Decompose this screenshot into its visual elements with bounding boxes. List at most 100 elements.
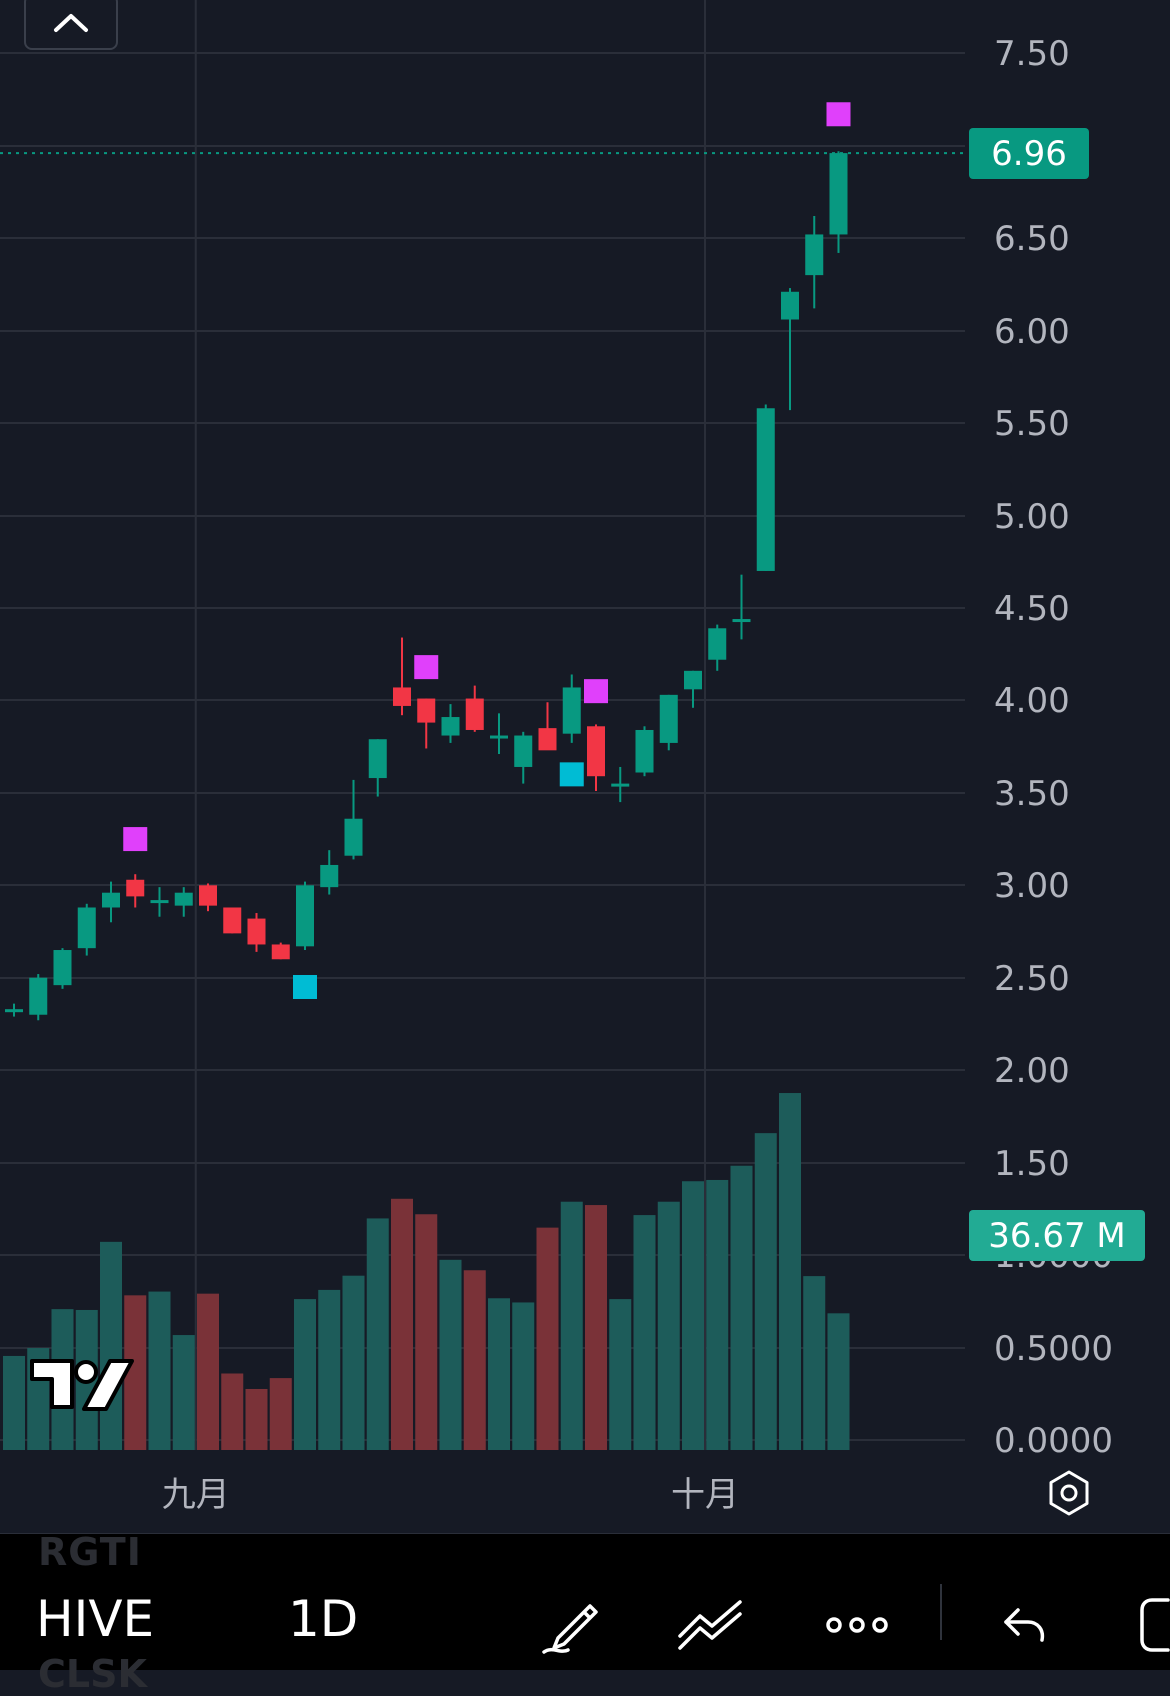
volume-bar[interactable] xyxy=(415,1214,438,1450)
candle-body[interactable] xyxy=(320,864,339,888)
volume-bar[interactable] xyxy=(585,1205,607,1450)
volume-bar[interactable] xyxy=(439,1259,462,1450)
candle-body[interactable] xyxy=(538,728,557,751)
candle-body[interactable] xyxy=(756,408,775,571)
volume-bar[interactable] xyxy=(463,1270,486,1450)
interval-button[interactable]: 1D xyxy=(288,1590,359,1648)
y-tick-label: 0.5000 xyxy=(994,1329,1113,1369)
volume-bar[interactable] xyxy=(536,1227,559,1450)
volume-bar[interactable] xyxy=(657,1201,680,1450)
volume-bar[interactable] xyxy=(124,1295,147,1450)
volume-bar[interactable] xyxy=(779,1093,801,1450)
candle-body[interactable] xyxy=(514,735,533,767)
volume-bar[interactable] xyxy=(245,1388,268,1450)
volume-bar[interactable] xyxy=(3,1355,25,1450)
x-tick-label: 九月 xyxy=(162,1475,230,1515)
candle-body[interactable] xyxy=(296,885,314,947)
y-tick-label: 2.00 xyxy=(994,1051,1070,1091)
candle-body[interactable] xyxy=(417,698,436,723)
volume-bar[interactable] xyxy=(342,1275,365,1450)
price-chart[interactable]: 7.50 6.50 6.00 5.50 5.00 4.50 4.00 3.50 3.00 2.50… xyxy=(0,0,1170,1533)
volume-bar[interactable] xyxy=(512,1302,535,1450)
volume-bar[interactable] xyxy=(609,1299,632,1450)
candle-body[interactable] xyxy=(684,670,702,690)
low-marker xyxy=(293,974,317,999)
candle-body[interactable] xyxy=(53,950,72,986)
high-marker xyxy=(123,827,148,852)
low-marker xyxy=(559,762,584,787)
candle-body[interactable] xyxy=(829,153,848,235)
y-tick-label: 5.50 xyxy=(994,404,1070,444)
candle-body[interactable] xyxy=(344,818,363,856)
chart-area[interactable]: 7.50 6.50 6.00 5.50 5.00 4.50 4.00 3.50 3.00 2.50… xyxy=(0,0,1170,1533)
chevron-up-icon xyxy=(54,14,88,32)
candle-body[interactable] xyxy=(174,892,193,906)
candle-body[interactable] xyxy=(29,977,48,1015)
y-tick-label: 1.50 xyxy=(994,1144,1070,1184)
fullscreen-icon[interactable] xyxy=(1138,1592,1170,1658)
candle-body[interactable] xyxy=(562,687,581,734)
pen-icon[interactable] xyxy=(538,1592,604,1658)
candle-body[interactable] xyxy=(223,907,242,934)
volume-bar[interactable] xyxy=(730,1165,753,1450)
y-tick-label: 6.50 xyxy=(994,219,1070,259)
y-tick-label: 4.00 xyxy=(994,681,1070,721)
high-marker xyxy=(584,679,608,704)
volume-bar[interactable] xyxy=(391,1198,413,1450)
candle-body[interactable] xyxy=(102,892,120,908)
volume-bar[interactable] xyxy=(754,1133,777,1450)
volume-bar[interactable] xyxy=(827,1313,850,1450)
candle-body[interactable] xyxy=(393,687,411,706)
symbol-button[interactable]: HIVE xyxy=(36,1590,155,1648)
volume-bar[interactable] xyxy=(803,1276,826,1450)
watchlist-symbol-next[interactable]: CLSK xyxy=(38,1652,147,1696)
candle-body[interactable] xyxy=(247,918,266,945)
candle-body[interactable] xyxy=(587,726,605,777)
volume-bar[interactable] xyxy=(366,1218,389,1450)
watchlist-symbol-prev[interactable]: RGTI xyxy=(38,1530,142,1574)
candle-body[interactable] xyxy=(368,739,387,779)
volume-bar[interactable] xyxy=(221,1373,244,1450)
volume-bar[interactable] xyxy=(682,1181,704,1450)
candle-body[interactable] xyxy=(150,900,169,904)
candle-body[interactable] xyxy=(441,717,460,736)
candle-body[interactable] xyxy=(465,698,484,730)
candle-body[interactable] xyxy=(5,1009,23,1013)
volume-bar[interactable] xyxy=(269,1378,292,1450)
volume-bar[interactable] xyxy=(100,1241,122,1450)
x-tick-label: 十月 xyxy=(671,1475,739,1515)
volume-bar[interactable] xyxy=(197,1293,219,1450)
candle-body[interactable] xyxy=(611,783,630,787)
volume-bar[interactable] xyxy=(172,1335,195,1450)
volume-bar[interactable] xyxy=(488,1298,510,1450)
candle-body[interactable] xyxy=(708,628,727,660)
volume-bar[interactable] xyxy=(148,1291,171,1450)
volume-bar[interactable] xyxy=(294,1299,316,1450)
candle-body[interactable] xyxy=(199,885,217,906)
candle-body[interactable] xyxy=(77,907,96,949)
last-volume-label: 36.67 M xyxy=(969,1210,1145,1261)
volume-bar[interactable] xyxy=(633,1215,656,1450)
candle-body[interactable] xyxy=(490,735,508,739)
y-tick-label: 0.0000 xyxy=(994,1421,1113,1461)
high-marker xyxy=(414,655,439,680)
candle-body[interactable] xyxy=(635,729,654,773)
undo-icon[interactable] xyxy=(1000,1592,1050,1658)
multiline-icon[interactable] xyxy=(676,1592,748,1658)
settings-icon[interactable] xyxy=(1044,1468,1094,1518)
candle-body[interactable] xyxy=(805,234,824,276)
y-tick-label: 5.00 xyxy=(994,497,1070,537)
candle-body[interactable] xyxy=(659,694,678,743)
volume-bar[interactable] xyxy=(706,1179,729,1450)
candle-body[interactable] xyxy=(781,291,799,320)
y-tick-label: 7.50 xyxy=(994,34,1070,74)
candle-body[interactable] xyxy=(732,619,751,623)
candle-body[interactable] xyxy=(271,944,290,960)
collapse-button[interactable] xyxy=(24,0,118,50)
more-icon[interactable] xyxy=(822,1592,892,1658)
toolbar-divider xyxy=(940,1584,942,1640)
volume-bar[interactable] xyxy=(318,1289,341,1450)
y-tick-label: 4.50 xyxy=(994,589,1070,629)
candle-body[interactable] xyxy=(126,879,145,897)
volume-bar[interactable] xyxy=(560,1201,583,1450)
